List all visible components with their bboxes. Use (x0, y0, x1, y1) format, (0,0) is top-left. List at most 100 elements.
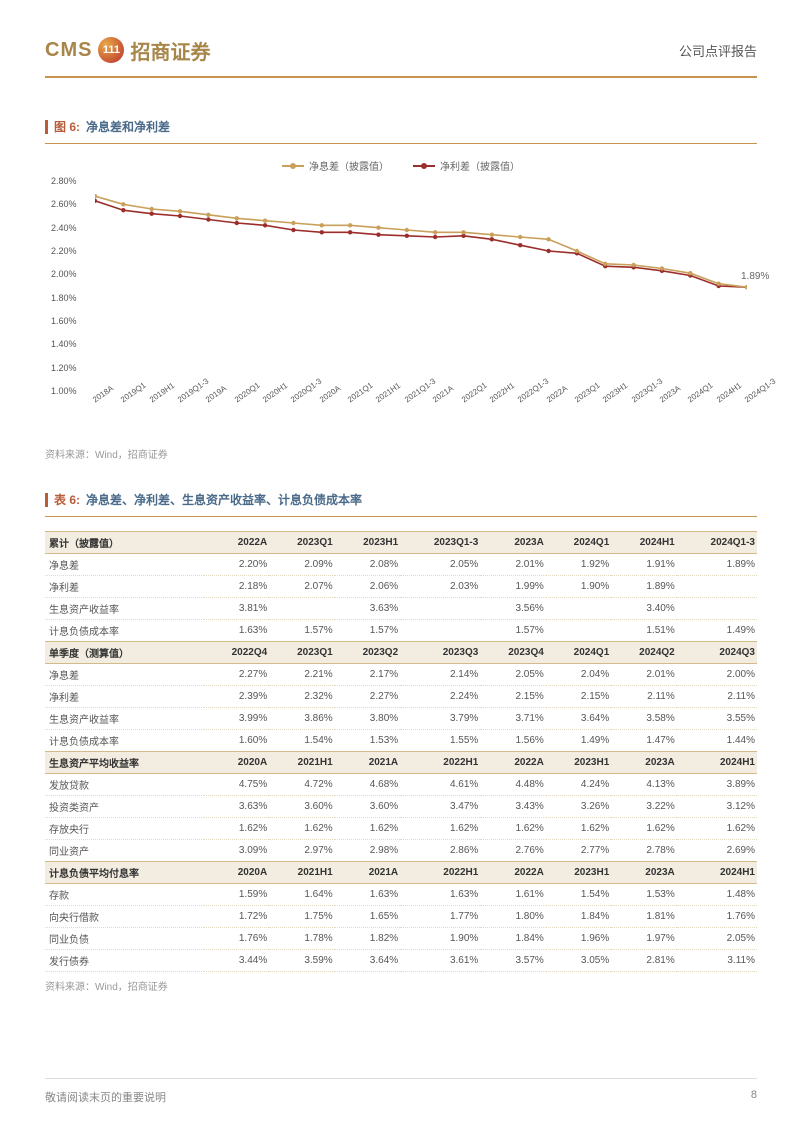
series-a-line-marker (263, 218, 267, 222)
table-cell (400, 620, 480, 642)
table-cell: 2.15% (480, 686, 545, 708)
table-cell: 3.11% (677, 950, 757, 972)
table-cell (677, 598, 757, 620)
table-row: 生息资产收益率3.81%3.63%3.56%3.40% (45, 598, 757, 620)
series-a-line-marker (745, 285, 747, 289)
table-header-cell: 2023H1 (546, 862, 611, 884)
table-header-cell: 2021H1 (269, 862, 334, 884)
series-b-line-marker (263, 223, 267, 227)
series-a-line-marker (149, 207, 153, 211)
table-cell: 2.17% (335, 664, 400, 686)
table-cell: 2.05% (400, 554, 480, 576)
series-b-line-marker (518, 243, 522, 247)
table-cell: 4.48% (480, 774, 545, 796)
table-cell: 2.05% (677, 928, 757, 950)
table-cell: 3.57% (480, 950, 545, 972)
figure6-underline (45, 143, 757, 144)
legend-label-b: 净利差（披露值） (440, 158, 520, 173)
series-b-line-marker (95, 199, 97, 203)
table-cell: 1.62% (546, 818, 611, 840)
table-header-cell: 2022A (480, 752, 545, 774)
table-cell: 2.01% (611, 664, 676, 686)
table-cell: 1.63% (400, 884, 480, 906)
chart-svg (95, 181, 747, 391)
table-cell: 4.72% (269, 774, 334, 796)
table-cell: 1.62% (269, 818, 334, 840)
series-b-line-marker (206, 217, 210, 221)
page-header: CMS 111 招商证券 公司点评报告 (45, 30, 757, 70)
table-cell: 1.53% (335, 730, 400, 752)
figure6-label: 图 6: (54, 118, 80, 135)
table-cell: 1.57% (480, 620, 545, 642)
figure6-heading: 图 6: 净息差和净利差 (45, 118, 757, 135)
table-cell: 1.92% (546, 554, 611, 576)
table-cell: 4.61% (400, 774, 480, 796)
table-header-cell: 2023Q3 (400, 642, 480, 664)
table-header-cell: 2024Q1-3 (677, 532, 757, 554)
y-tick-label: 1.80% (51, 293, 77, 303)
table-cell: 3.55% (677, 708, 757, 730)
table-header-cell: 2021H1 (269, 752, 334, 774)
table-cell: 2.76% (480, 840, 545, 862)
table-cell: 1.62% (480, 818, 545, 840)
table-cell: 3.12% (677, 796, 757, 818)
table-cell: 1.75% (269, 906, 334, 928)
table-header-cell: 2023Q1 (269, 532, 334, 554)
table-cell: 3.60% (335, 796, 400, 818)
table-header-cell: 2022A (480, 862, 545, 884)
y-tick-label: 2.80% (51, 176, 77, 186)
table-cell: 1.97% (611, 928, 676, 950)
table-cell: 1.57% (335, 620, 400, 642)
table-cell: 1.49% (677, 620, 757, 642)
series-a-line-marker (348, 223, 352, 227)
table-cell: 2.27% (335, 686, 400, 708)
header-rule (45, 76, 757, 78)
series-a-line-marker (433, 230, 437, 234)
table6-title: 净息差、净利差、生息资产收益率、计息负债成本率 (86, 491, 362, 508)
table-header-cell: 2023Q1-3 (400, 532, 480, 554)
table-cell: 3.58% (611, 708, 676, 730)
table-row: 净息差2.20%2.09%2.08%2.05%2.01%1.92%1.91%1.… (45, 554, 757, 576)
y-tick-label: 2.60% (51, 199, 77, 209)
table-header-cell: 2024Q1 (546, 642, 611, 664)
table-header-row: 累计（披露值）2022A2023Q12023H12023Q1-32023A202… (45, 532, 757, 554)
table-header-cell: 2022H1 (400, 862, 480, 884)
heading-bar-icon (45, 493, 48, 507)
table-cell: 2.03% (400, 576, 480, 598)
table-row: 净息差2.27%2.21%2.17%2.14%2.05%2.04%2.01%2.… (45, 664, 757, 686)
y-tick-label: 2.20% (51, 246, 77, 256)
table-cell: 2.00% (677, 664, 757, 686)
table-cell: 3.63% (204, 796, 269, 818)
table-cell (546, 598, 611, 620)
chart-plot-area: 2.80%2.60%2.40%2.20%2.00%1.80%1.60%1.40%… (55, 181, 747, 391)
series-b-line-marker (433, 235, 437, 239)
table-cell: 1.44% (677, 730, 757, 752)
legend-item-a: 净息差（披露值） (282, 158, 389, 173)
table-header-cell: 2023H1 (335, 532, 400, 554)
series-b-line-marker (546, 249, 550, 253)
logo-cn-text: 招商证券 (130, 36, 210, 65)
table-cell: 1.62% (677, 818, 757, 840)
table-header-cell: 2023Q1 (269, 642, 334, 664)
y-tick-label: 1.40% (51, 339, 77, 349)
table-cell: 净利差 (45, 576, 204, 598)
table-cell: 3.89% (677, 774, 757, 796)
table-cell: 2.81% (611, 950, 676, 972)
table-cell: 2.11% (611, 686, 676, 708)
table6-label: 表 6: (54, 491, 80, 508)
table-cell: 1.59% (204, 884, 269, 906)
table-cell: 1.54% (546, 884, 611, 906)
table-row: 发行债券3.44%3.59%3.64%3.61%3.57%3.05%2.81%3… (45, 950, 757, 972)
table-cell: 2.05% (480, 664, 545, 686)
table-row: 发放贷款4.75%4.72%4.68%4.61%4.48%4.24%4.13%3… (45, 774, 757, 796)
table-cell: 1.56% (480, 730, 545, 752)
legend-item-b: 净利差（披露值） (413, 158, 520, 173)
legend-label-a: 净息差（披露值） (309, 158, 389, 173)
table-cell: 3.59% (269, 950, 334, 972)
series-a-line-marker (461, 230, 465, 234)
table6-underline (45, 516, 757, 517)
table-cell: 2.77% (546, 840, 611, 862)
table-cell: 1.90% (546, 576, 611, 598)
table-cell: 发行债券 (45, 950, 204, 972)
y-tick-label: 1.00% (51, 386, 77, 396)
